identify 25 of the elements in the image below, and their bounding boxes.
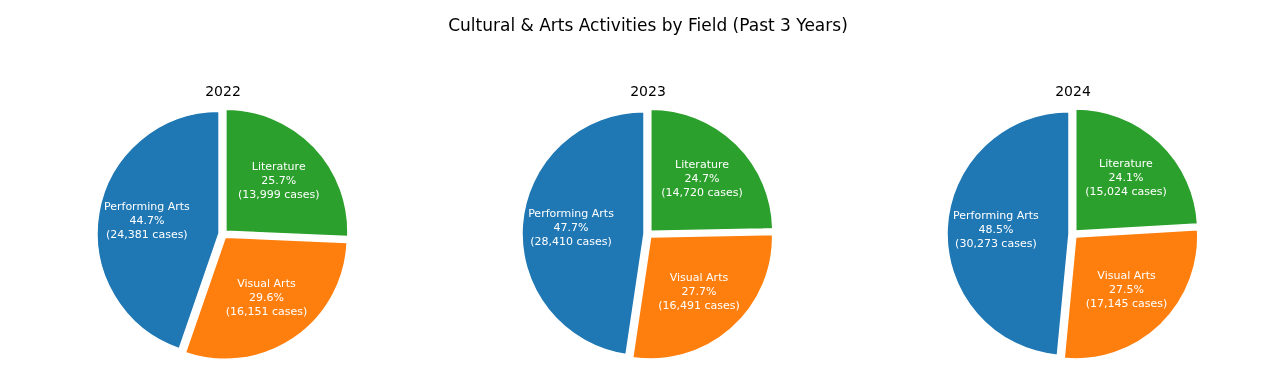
chart-title: 2022: [205, 83, 241, 99]
chart-title: 2023: [630, 83, 666, 99]
pie-slice: [650, 108, 774, 232]
slice-label: Performing Arts: [103, 200, 191, 214]
pie-slice: [521, 110, 645, 356]
data-label: 27.7% (16,491 cases): [658, 284, 740, 312]
slice-label: Performing Arts: [953, 209, 1040, 223]
pie-slice: [631, 233, 774, 360]
slice-label: Literature: [1099, 156, 1154, 170]
data-label: 47.7% (28,410 cases): [530, 221, 612, 249]
data-label: 27.5% (17,145 cases): [1085, 282, 1168, 310]
text: Cultural & Arts Activities by Field (Past 3 Years): [448, 15, 848, 35]
data-label: 24.1% (15,024 cases): [1085, 170, 1167, 198]
data-label: 29.6% (16,151 cases): [225, 290, 308, 318]
slice-label: Literature: [675, 157, 730, 171]
slice-label: Visual Arts: [237, 276, 296, 290]
slice-label: Performing Arts: [528, 207, 615, 221]
slice-label: Visual Arts: [1097, 268, 1157, 282]
data-label: 48.5% (30,273 cases): [955, 223, 1037, 251]
data-label: 44.7% (24,381 cases): [106, 214, 188, 242]
chart-title: 2024: [1055, 83, 1091, 99]
slice-label: Literature: [251, 159, 306, 173]
data-label: 25.7% (13,999 cases): [237, 173, 320, 201]
slice-label: Visual Arts: [669, 270, 729, 284]
data-label: 24.7% (14,720 cases): [661, 171, 743, 199]
